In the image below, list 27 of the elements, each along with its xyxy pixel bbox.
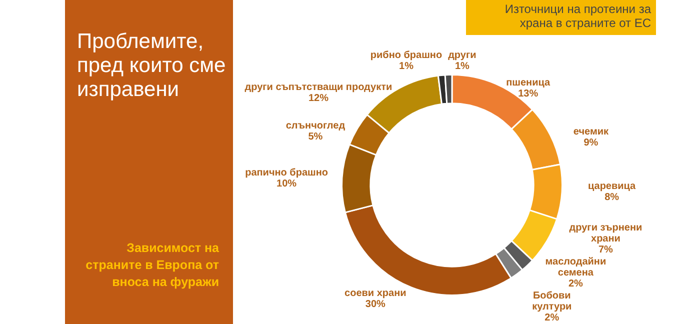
data-label: 30% [365, 298, 386, 310]
slice-label: други зърнени храни [569, 222, 642, 244]
data-label: 2% [568, 278, 584, 290]
slice-label: ечемик [573, 126, 610, 138]
data-label: 9% [584, 137, 598, 148]
slice-label: Бобови култури [532, 290, 572, 312]
data-label: 12% [308, 93, 329, 104]
slice-label: царевица [588, 180, 636, 192]
data-label: 13% [518, 88, 538, 100]
slice-label: рапично брашно [245, 168, 328, 179]
chart-title: Проблемите, пред които сме изправени [77, 30, 227, 102]
slice-label: соеви храни [344, 288, 406, 299]
text: Зависимост на страните в Европа от вноса на фуражи [84, 240, 219, 291]
data-label: 7% [598, 244, 614, 256]
data-label: 2% [544, 312, 560, 324]
data-label: 5% [308, 132, 323, 143]
slice-label: маслодайни семена [545, 256, 606, 278]
slice-label: рибно брашно [370, 50, 442, 61]
slice-label: други съпътстващи продукти [244, 82, 392, 94]
slice-label: пшеница [506, 78, 550, 89]
data-label: 1% [399, 61, 414, 72]
data-label: 8% [604, 192, 620, 203]
text: Източници на протеини за храна в страните от ЕС [466, 0, 656, 35]
slice-label: слънчоглед [286, 120, 346, 132]
data-label: 10% [276, 178, 297, 190]
slice-label: други [448, 50, 476, 61]
data-label: 1% [454, 61, 470, 72]
